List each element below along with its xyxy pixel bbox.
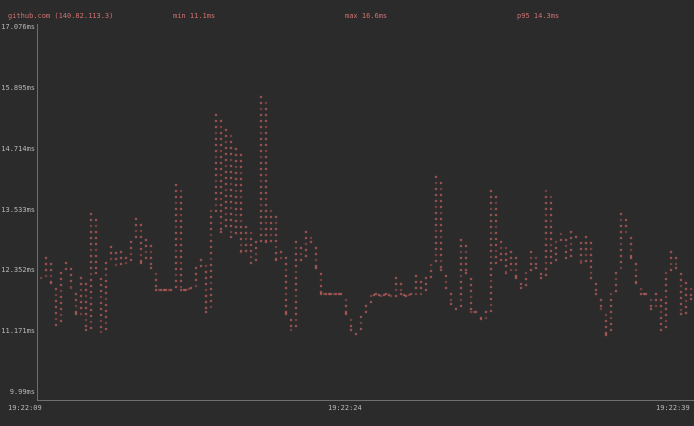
gping-terminal-screen: github.com (140.82.113.3) min 11.1ms max… xyxy=(0,0,694,426)
ping-scatter-plot xyxy=(0,0,694,426)
